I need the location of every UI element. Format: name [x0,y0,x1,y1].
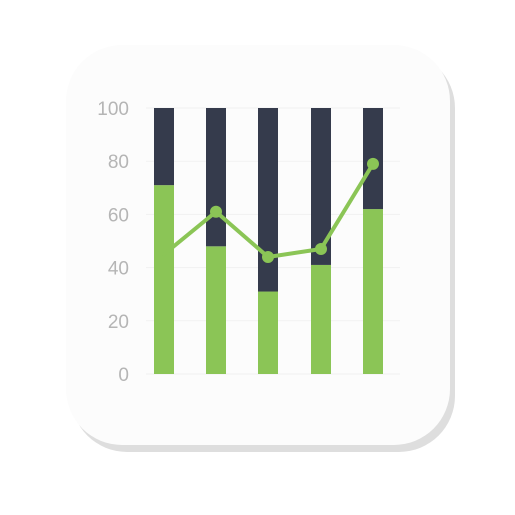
bar-3-segment-1 [258,291,278,374]
y-tick-label-0: 0 [118,365,129,386]
line-point-4 [315,242,327,255]
y-tick-label-80: 80 [108,152,129,173]
bar-2-segment-1 [206,246,226,374]
y-tick-label-20: 20 [108,312,129,333]
bar-4-segment-1 [311,264,331,374]
y-tick-label-100: 100 [97,99,129,120]
bar-4-segment-2 [311,108,331,265]
bar-1-segment-1 [154,185,174,374]
bar-2-segment-2 [206,108,226,247]
y-axis-ticks: 0 20 40 60 80 100 [97,99,129,386]
bar-1-segment-2 [154,108,174,186]
line-point-3 [262,250,274,263]
line-point-2 [210,205,222,218]
overlay-line [162,157,379,263]
bar-3-segment-2 [258,108,278,292]
bars [154,108,383,374]
line-point-5 [367,157,379,170]
y-tick-label-60: 60 [108,205,129,226]
y-tick-label-40: 40 [108,259,129,280]
bar-5-segment-1 [363,209,383,374]
